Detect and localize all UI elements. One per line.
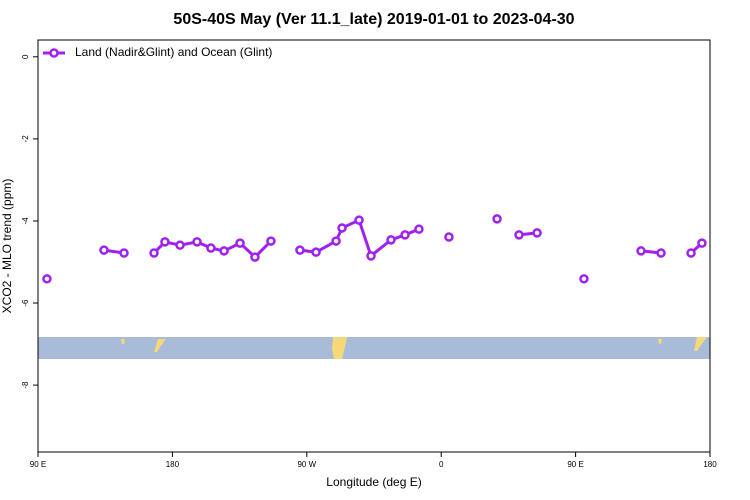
point <box>656 248 666 258</box>
y-tick-label: -6 <box>21 299 30 307</box>
point <box>366 251 376 261</box>
point <box>444 232 454 242</box>
chart-title: 50S-40S May (Ver 11.1_late) 2019-01-01 t… <box>173 11 574 28</box>
y-tick-label: 0 <box>21 54 30 59</box>
point <box>42 274 52 284</box>
legend-marker <box>49 48 59 58</box>
x-tick-label: 0 <box>439 460 444 469</box>
y-tick-label: -8 <box>21 381 30 389</box>
point <box>414 224 424 234</box>
point <box>119 248 129 258</box>
y-tick-label: -2 <box>21 135 30 143</box>
x-axis-label: Longitude (deg E) <box>326 475 421 489</box>
plot-frame <box>37 39 711 453</box>
point <box>99 245 109 255</box>
point <box>192 237 202 247</box>
x-tick-label: 90 E <box>567 460 583 469</box>
y-tick-label: -4 <box>21 217 30 225</box>
x-tick-label: 90 E <box>30 460 46 469</box>
point <box>354 215 364 225</box>
x-tick-label: 180 <box>166 460 180 469</box>
ocean-band <box>38 337 710 359</box>
point <box>235 238 245 248</box>
point <box>532 228 542 238</box>
x-tick-label: 90 W <box>297 460 316 469</box>
legend-label: Land (Nadir&Glint) and Ocean (Glint) <box>75 45 272 59</box>
point <box>337 223 347 233</box>
point <box>386 235 396 245</box>
point <box>266 236 276 246</box>
surface-strip <box>38 337 710 359</box>
point <box>579 274 589 284</box>
y-axis-label: XCO2 - MLO trend (ppm) <box>0 179 14 314</box>
point <box>514 230 524 240</box>
point <box>400 230 410 240</box>
point <box>206 243 216 253</box>
point <box>686 248 696 258</box>
point <box>492 214 502 224</box>
point <box>219 246 229 256</box>
point <box>636 246 646 256</box>
point <box>175 240 185 250</box>
point <box>295 245 305 255</box>
x-tick-label: 180 <box>703 460 717 469</box>
point <box>250 252 260 262</box>
point <box>697 238 707 248</box>
point <box>331 236 341 246</box>
point <box>149 248 159 258</box>
point <box>311 247 321 257</box>
point <box>160 237 170 247</box>
